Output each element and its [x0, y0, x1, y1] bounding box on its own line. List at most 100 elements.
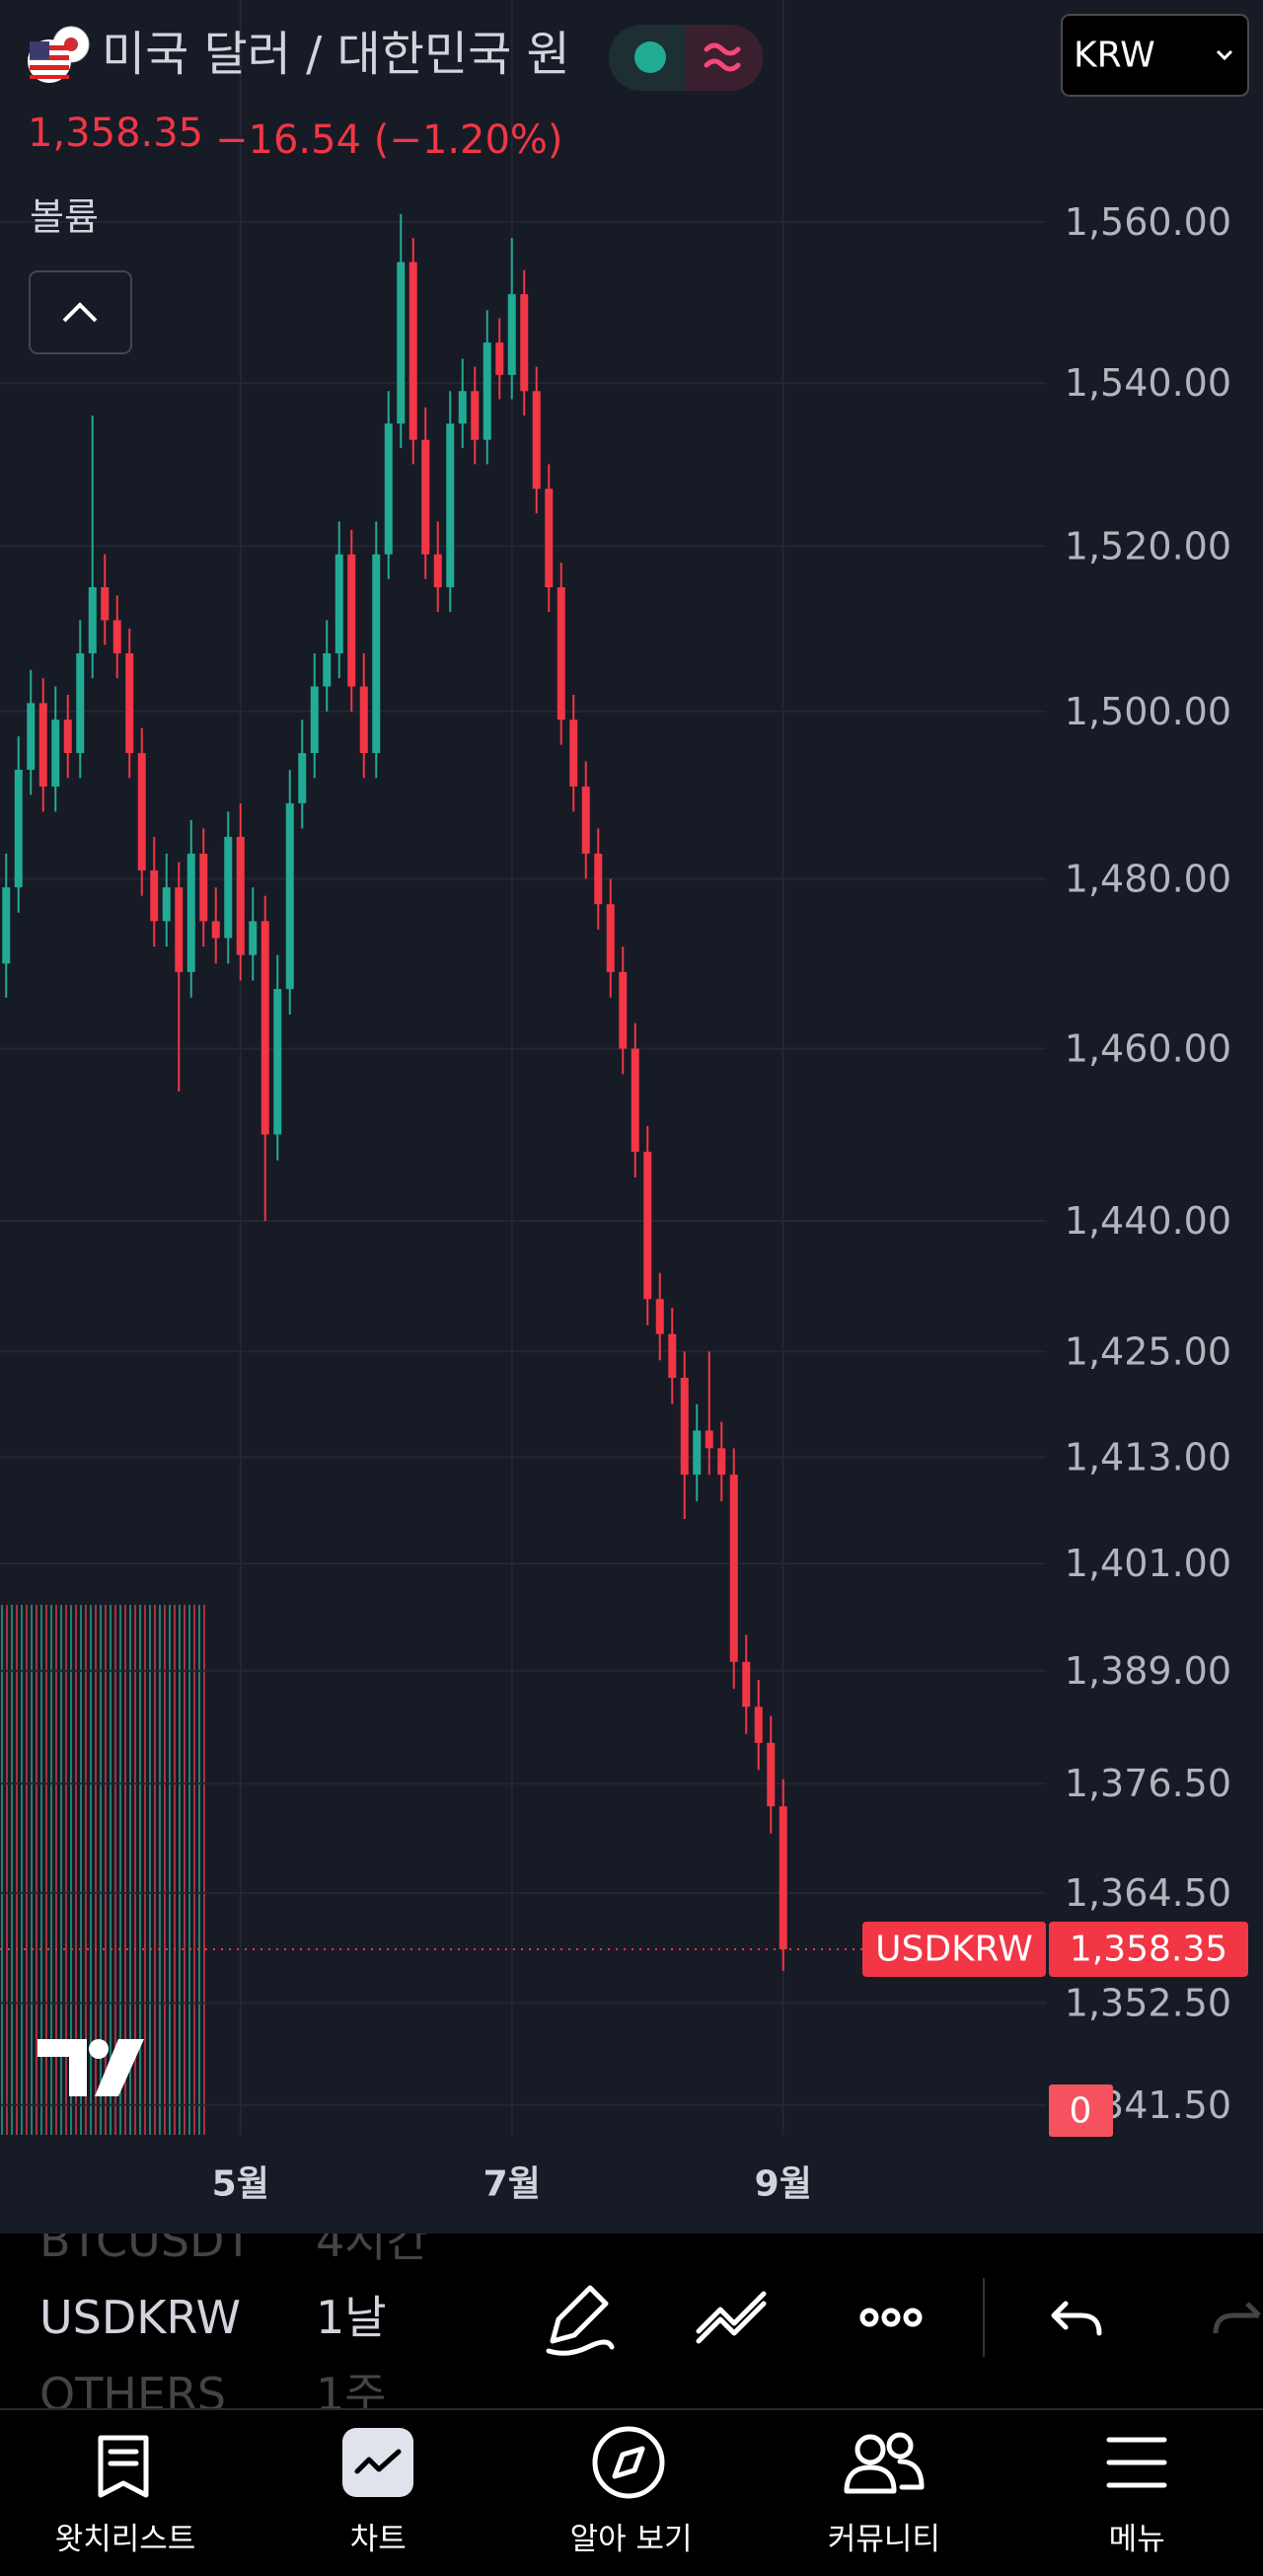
candle-body — [359, 686, 368, 754]
explore-icon[interactable] — [592, 2426, 665, 2499]
candle-body — [63, 720, 72, 754]
candle-body — [471, 391, 480, 440]
watchlist-interval: 4시간 — [316, 2214, 428, 2267]
candle-body — [545, 489, 554, 588]
y-tick-label: 1,389.00 — [1065, 1649, 1231, 1693]
candle-body — [742, 1661, 751, 1707]
candle-body — [384, 423, 393, 555]
collapse-button[interactable] — [29, 270, 132, 354]
candle-body — [421, 439, 430, 555]
price-badge: 1,358.35 — [1070, 1929, 1227, 1969]
undo-icon[interactable] — [1051, 2301, 1102, 2336]
symbol-flag — [28, 26, 90, 83]
candle-body — [224, 836, 233, 939]
watchlist-symbol: USDKRW — [39, 2291, 241, 2344]
candle-body — [27, 703, 36, 770]
candle-body — [2, 887, 11, 964]
nav-icons — [98, 2426, 1167, 2499]
y-tick-label: 1,500.00 — [1065, 690, 1231, 733]
watchlist-symbol: BTCUSDT — [39, 2214, 253, 2267]
y-tick-label: 1,376.50 — [1065, 1762, 1231, 1805]
toolbar-icons — [546, 2278, 1261, 2357]
price-badge-bg — [1049, 1921, 1248, 1977]
market-status-toggle[interactable] — [609, 25, 764, 91]
candle-body — [507, 294, 516, 375]
candle-body — [409, 262, 417, 440]
candle-body — [606, 904, 615, 972]
watchlist-symbol: OTHERS — [39, 2368, 226, 2421]
watchlist-picker[interactable]: BTCUSDT 4시간 USDKRW 1날 OTHERS 1주 — [39, 2214, 428, 2421]
symbol-badge: USDKRW — [875, 1929, 1033, 1969]
candle-body — [717, 1448, 726, 1476]
candle-body — [483, 342, 491, 440]
lines-icon[interactable] — [696, 2291, 767, 2344]
candle-body — [162, 887, 171, 922]
candle-body — [137, 753, 146, 871]
candle-body — [199, 853, 208, 922]
candle-body — [779, 1806, 787, 1949]
y-tick-label: 1,560.00 — [1065, 200, 1231, 244]
watchlist-interval: 1날 — [316, 2291, 387, 2344]
candle-body — [285, 802, 294, 990]
candle-body — [186, 853, 195, 972]
candle-body — [532, 391, 541, 490]
y-tick-label: 1,364.50 — [1065, 1871, 1231, 1915]
candle-body — [175, 887, 184, 972]
menu-icon[interactable] — [1106, 2437, 1167, 2488]
candle-body — [668, 1333, 677, 1378]
candle-body — [655, 1299, 664, 1334]
y-tick-label: 1,540.00 — [1065, 361, 1231, 405]
candle-body — [249, 921, 258, 955]
candle-body — [38, 703, 47, 787]
candle-body — [619, 971, 628, 1049]
nav-label[interactable]: 메뉴 — [1109, 2522, 1165, 2557]
candle-body — [273, 989, 282, 1135]
candle-body — [88, 587, 97, 653]
candle-body — [458, 391, 467, 424]
toolbar — [0, 2234, 1263, 2408]
y-tick-label: 1,520.00 — [1065, 524, 1231, 568]
volume-badge-bg — [1049, 2084, 1113, 2137]
candle-body — [680, 1377, 689, 1476]
nav-label[interactable]: 알아 보기 — [570, 2522, 693, 2557]
candle-body — [581, 786, 590, 854]
watchlist-interval: 1주 — [316, 2368, 387, 2421]
nav-label[interactable]: 커뮤니티 — [828, 2522, 940, 2557]
symbol-badge-bg — [862, 1921, 1046, 1977]
currency-label: KRW — [1074, 36, 1155, 76]
candle-body — [767, 1742, 776, 1807]
candle-body — [520, 294, 529, 392]
y-tick-label: 1,413.00 — [1065, 1435, 1231, 1478]
candle-body — [334, 554, 343, 653]
candle-body — [51, 720, 60, 787]
candle-body — [693, 1430, 702, 1476]
y-tick-label: 1,352.50 — [1065, 1982, 1231, 2025]
watchlist-icon[interactable] — [98, 2435, 149, 2498]
draw-icon[interactable] — [546, 2285, 615, 2356]
currency-select[interactable]: KRW — [1061, 14, 1249, 97]
redo-icon[interactable] — [1213, 2302, 1261, 2334]
more-icon[interactable] — [859, 2308, 923, 2327]
volume-label: 볼륨 — [30, 195, 99, 239]
x-tick-label: 5월 — [212, 2164, 269, 2205]
candle-body — [347, 554, 356, 687]
nav-label[interactable]: 왓치리스트 — [55, 2522, 196, 2557]
x-tick-label: 7월 — [483, 2164, 541, 2205]
candle-body — [631, 1048, 639, 1152]
candle-body — [125, 652, 134, 754]
candle-body — [557, 587, 565, 720]
symbol-title[interactable]: 미국 달러 / 대한민국 원 — [102, 27, 570, 82]
candle-body — [323, 652, 332, 687]
nav-label[interactable]: 차트 — [350, 2522, 407, 2557]
candle-body — [298, 753, 307, 803]
candle-body — [397, 262, 406, 424]
candle-body — [643, 1151, 652, 1300]
volume-badge: 0 — [1070, 2091, 1092, 2132]
candle-body — [705, 1430, 713, 1449]
candle-body — [76, 652, 85, 754]
community-icon[interactable] — [844, 2432, 925, 2494]
candle-body — [211, 921, 220, 939]
candle-body — [310, 686, 319, 754]
chart-icon[interactable] — [342, 2428, 413, 2497]
x-tick-label: 9월 — [755, 2164, 812, 2205]
